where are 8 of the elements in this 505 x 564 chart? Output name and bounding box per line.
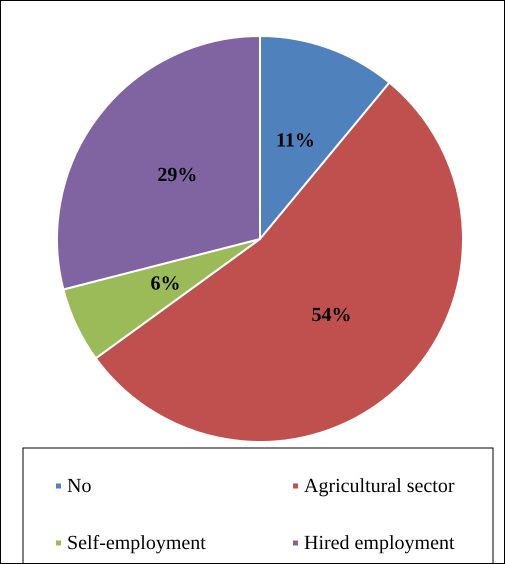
data-label: 11% [276, 130, 315, 152]
legend-label: Self-employment [67, 532, 206, 554]
legend-label: Agricultural sector [304, 475, 455, 497]
legend-label: No [67, 475, 92, 497]
data-label: 6% [150, 272, 180, 294]
legend-label: Hired employment [304, 532, 455, 554]
data-label: 54% [312, 304, 352, 326]
data-label: 29% [157, 164, 198, 186]
